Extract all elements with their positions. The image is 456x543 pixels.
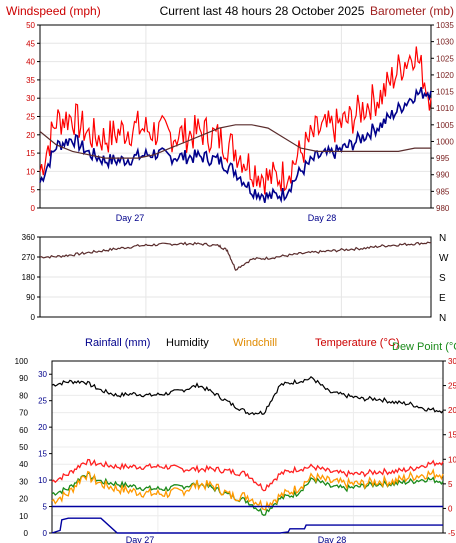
compass-label: W [439, 253, 449, 264]
series-line-average [39, 86, 432, 204]
direction-degree-label: 180 [22, 273, 36, 282]
chart-title: Current last 48 hours 28 October 2025 [160, 4, 365, 18]
windspeed-tick-label: 35 [26, 76, 35, 85]
windspeed-axis-ticks: 0 5 10 15 20 25 30 35 40 45 50 [26, 21, 40, 213]
temperature-tick-label: 20 [448, 406, 456, 415]
temperature-axis-ticks: -5 0 5 10 15 20 25 30 [443, 357, 456, 538]
barometer-tick-label: 1020 [436, 71, 454, 80]
barometer-tick-label: 1035 [436, 21, 454, 30]
series-line-barometer [39, 124, 431, 159]
rain-tick-label: 0 [43, 529, 48, 538]
temperature-tick-label: 25 [448, 382, 456, 391]
day-label-27-bottom: Day 27 [126, 535, 155, 543]
windspeed-tick-label: 10 [26, 167, 35, 176]
rain-tick-label: 25 [38, 397, 47, 406]
series-line-humidity [51, 375, 444, 416]
climate-plot-grid [52, 360, 443, 534]
rain-tick-label: 10 [38, 476, 47, 485]
series-line-rainfall-mm [51, 517, 443, 534]
windspeed-tick-label: 20 [26, 131, 35, 140]
barometer-axis-ticks: 980 985 990 995 1000 1005 1010 1015 1020 1025 1030… [431, 21, 454, 213]
series-line-gust [39, 46, 432, 195]
temperature-tick-label: 15 [448, 431, 456, 440]
day-label-28: Day 28 [308, 213, 337, 223]
barometer-tick-label: 985 [436, 187, 450, 196]
humidity-tick-label: 80 [19, 391, 28, 400]
windspeed-tick-label: 45 [26, 39, 35, 48]
day-label-27: Day 27 [116, 213, 145, 223]
rain-axis-ticks: 0 5 10 15 20 25 30 [38, 370, 52, 538]
barometer-tick-label: 1005 [436, 121, 454, 130]
windspeed-tick-label: 5 [31, 186, 36, 195]
direction-plot-grid [40, 236, 431, 318]
compass-label: N [439, 233, 446, 244]
legend-humidity: Humidity [166, 337, 209, 349]
barometer-tick-label: 995 [436, 154, 450, 163]
temperature-tick-label: 10 [448, 455, 456, 464]
barometer-tick-label: 1030 [436, 38, 454, 47]
legend-windchill: Windchill [233, 337, 277, 349]
barometer-tick-label: 1000 [436, 137, 454, 146]
climate-plot-series [51, 375, 444, 534]
wind-plot-grid [40, 24, 431, 209]
humidity-tick-label: 20 [19, 495, 28, 504]
humidity-axis-ticks: 0 10 20 30 40 50 60 70 80 90 100 [15, 357, 29, 538]
direction-degree-label: 360 [22, 233, 36, 242]
day-label-28-bottom: Day 28 [318, 535, 347, 543]
compass-label: E [439, 293, 446, 304]
rain-tick-label: 30 [38, 370, 47, 379]
series-line-dew-point-c [51, 472, 444, 517]
direction-degree-label: 270 [22, 253, 36, 262]
barometer-tick-label: 1025 [436, 54, 454, 63]
windspeed-tick-label: 25 [26, 113, 35, 122]
windspeed-tick-label: 30 [26, 94, 35, 103]
left-axis-label-windspeed: Windspeed (mph) [6, 4, 101, 18]
rain-tick-label: 15 [38, 450, 47, 459]
wind-plot-series [39, 46, 432, 204]
humidity-tick-label: 100 [15, 357, 29, 366]
windspeed-tick-label: 50 [26, 21, 35, 30]
humidity-tick-label: 0 [24, 529, 29, 538]
windspeed-tick-label: 40 [26, 58, 35, 67]
series-line-windchill [51, 468, 444, 511]
rain-tick-label: 5 [43, 503, 48, 512]
humidity-tick-label: 70 [19, 409, 28, 418]
legend-dewpoint: Dew Point (°C) [392, 341, 456, 353]
windspeed-tick-label: 0 [31, 204, 36, 213]
direction-plot-series [39, 241, 432, 271]
temperature-tick-label: 30 [448, 357, 456, 366]
direction-degree-label: 0 [31, 313, 36, 322]
barometer-tick-label: 1015 [436, 88, 454, 97]
right-axis-label-barometer: Barometer (mb) [370, 4, 454, 18]
barometer-tick-label: 980 [436, 204, 450, 213]
direction-degree-label: 90 [26, 293, 35, 302]
humidity-tick-label: 60 [19, 426, 28, 435]
humidity-tick-label: 10 [19, 512, 28, 521]
series-line-temperature-c [51, 458, 444, 492]
rain-tick-label: 20 [38, 423, 47, 432]
windspeed-tick-label: 15 [26, 149, 35, 158]
humidity-tick-label: 40 [19, 460, 28, 469]
compass-label: N [439, 313, 446, 324]
temperature-tick-label: -5 [448, 529, 456, 538]
barometer-tick-label: 990 [436, 171, 450, 180]
humidity-tick-label: 50 [19, 443, 28, 452]
compass-label: S [439, 273, 446, 284]
humidity-tick-label: 30 [19, 477, 28, 486]
direction-degrees-ticks: 0 90 180 270 360 [22, 233, 40, 322]
barometer-tick-label: 1010 [436, 104, 454, 113]
temperature-tick-label: 0 [448, 504, 453, 513]
legend-temperature: Temperature (°C) [315, 337, 399, 349]
humidity-tick-label: 90 [19, 374, 28, 383]
temperature-tick-label: 5 [448, 480, 453, 489]
legend-rainfall: Rainfall (mm) [85, 337, 150, 349]
series-line-wind-direction [39, 241, 432, 271]
